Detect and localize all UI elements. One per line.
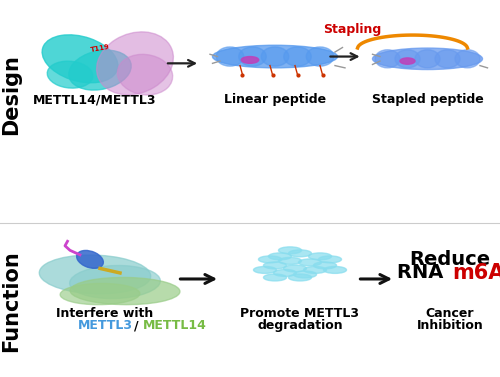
Circle shape (298, 259, 322, 266)
Ellipse shape (96, 32, 174, 95)
Ellipse shape (261, 47, 289, 66)
Ellipse shape (241, 57, 259, 63)
Circle shape (254, 267, 276, 273)
Circle shape (314, 262, 336, 269)
Circle shape (278, 257, 301, 264)
Circle shape (324, 267, 346, 273)
Circle shape (278, 247, 301, 254)
Text: Design: Design (1, 55, 21, 135)
Ellipse shape (284, 47, 311, 66)
Ellipse shape (239, 47, 266, 66)
Circle shape (264, 262, 286, 269)
Text: T119: T119 (90, 44, 110, 53)
Text: METTL3: METTL3 (78, 319, 132, 332)
Ellipse shape (70, 265, 160, 299)
Circle shape (284, 265, 306, 272)
Ellipse shape (70, 277, 180, 305)
Ellipse shape (42, 35, 118, 83)
Ellipse shape (118, 54, 172, 95)
Ellipse shape (212, 45, 338, 68)
Circle shape (268, 253, 291, 260)
Ellipse shape (216, 47, 244, 66)
Ellipse shape (40, 255, 150, 294)
Text: Linear peptide: Linear peptide (224, 93, 326, 106)
Ellipse shape (60, 284, 140, 305)
Text: Promote METTL3: Promote METTL3 (240, 307, 360, 320)
Ellipse shape (306, 47, 334, 66)
Ellipse shape (375, 50, 400, 68)
Circle shape (258, 256, 281, 263)
Ellipse shape (415, 50, 440, 68)
Circle shape (318, 256, 342, 263)
Circle shape (288, 274, 312, 281)
Text: /: / (134, 319, 139, 332)
Ellipse shape (76, 250, 104, 268)
Ellipse shape (455, 50, 480, 68)
Text: Function: Function (1, 251, 21, 352)
Ellipse shape (400, 58, 415, 64)
Ellipse shape (47, 61, 93, 88)
Text: METTL14: METTL14 (142, 319, 206, 332)
Ellipse shape (395, 50, 420, 68)
Circle shape (304, 267, 326, 273)
Text: Cancer: Cancer (426, 307, 474, 320)
Text: Stapled peptide: Stapled peptide (372, 93, 484, 106)
Circle shape (294, 271, 316, 278)
Ellipse shape (435, 50, 460, 68)
Text: Stapling: Stapling (324, 23, 382, 36)
Text: METTL14/METTL3: METTL14/METTL3 (33, 93, 157, 106)
Text: Reduce: Reduce (410, 250, 490, 269)
Circle shape (308, 253, 332, 260)
Text: m6A: m6A (452, 263, 500, 283)
Text: Inhibition: Inhibition (416, 319, 484, 332)
Text: RNA: RNA (397, 264, 450, 282)
Text: Interfere with: Interfere with (56, 307, 154, 320)
Circle shape (264, 274, 286, 281)
Circle shape (274, 270, 296, 276)
Text: degradation: degradation (257, 319, 343, 332)
Ellipse shape (69, 50, 131, 90)
Circle shape (288, 250, 312, 257)
Ellipse shape (372, 48, 482, 70)
